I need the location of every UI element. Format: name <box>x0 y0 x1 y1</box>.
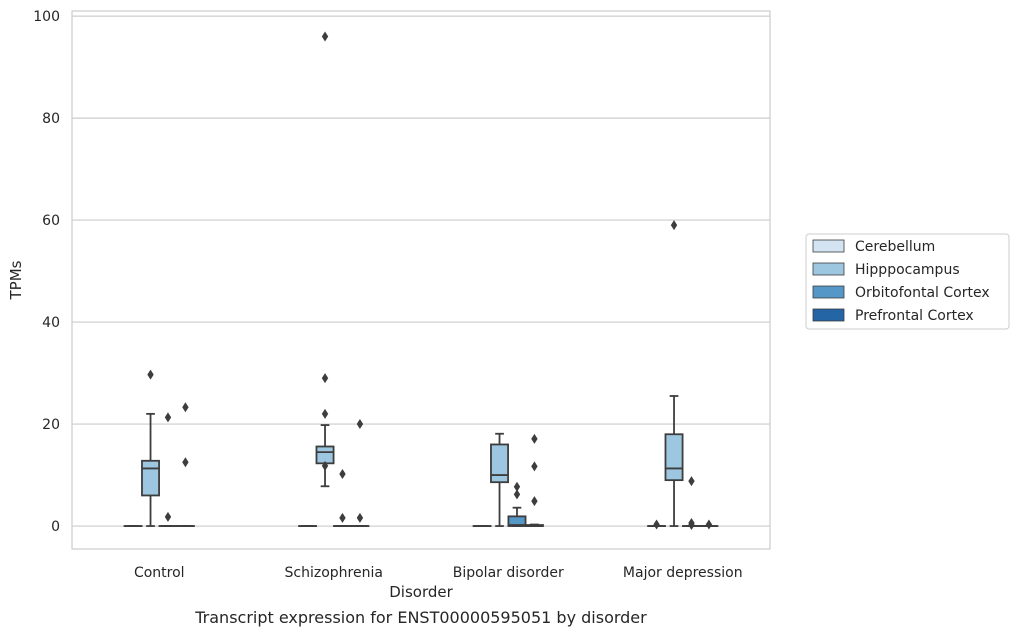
outlier-2 <box>688 520 695 531</box>
outlier-0 <box>531 433 538 444</box>
y-tick-label-60: 60 <box>42 213 60 229</box>
y-axis-ticks: 0 20 40 60 80 100 <box>33 9 60 535</box>
box-1-3 <box>664 220 684 527</box>
outlier-1 <box>356 512 364 523</box>
outlier-0 <box>164 412 172 423</box>
box-elements <box>123 31 719 531</box>
x-tick-label-1: Schizophrenia <box>285 565 383 581</box>
x-tick-label-0: Control <box>134 565 185 581</box>
box-2-1 <box>333 469 352 527</box>
box-2-2 <box>507 481 527 527</box>
box-3-0 <box>175 402 195 527</box>
box-1-0 <box>141 369 160 527</box>
outlier-0 <box>513 481 521 492</box>
x-axis-label: Disorder <box>389 583 453 601</box>
outlier-0 <box>339 469 346 480</box>
box-body <box>141 459 160 497</box>
outlier-2 <box>321 408 329 419</box>
legend-frame <box>805 233 1010 330</box>
outlier-1 <box>339 512 346 523</box>
outlier-2 <box>531 496 538 507</box>
x-axis-ticks: Control Schizophrenia Bipolar disorder Majo… <box>134 565 743 581</box>
legend-swatch-2 <box>812 285 845 299</box>
box-3-2 <box>524 433 544 527</box>
outlier-0 <box>705 519 713 530</box>
outlier-0 <box>182 402 189 413</box>
x-tick-label-3: Major depression <box>623 565 743 581</box>
box-1-2 <box>490 432 509 527</box>
box-body <box>664 433 684 482</box>
legend-label-2: Orbitofontal Cortex <box>855 285 990 301</box>
outlier-1 <box>321 373 329 384</box>
chart-caption: Transcript expression for ENST0000059505… <box>194 608 647 627</box>
legend-label-3: Prefrontal Cortex <box>855 308 974 324</box>
outlier-0 <box>356 419 364 430</box>
box-1-1 <box>315 31 335 488</box>
legend-swatch-3 <box>812 308 845 322</box>
legend: Cerebellum Hipppocampus Orbitofontal Corte… <box>805 233 1010 330</box>
outlier-0 <box>653 519 660 530</box>
outlier-1 <box>164 511 172 522</box>
outlier-0 <box>688 476 695 487</box>
outlier-1 <box>513 489 521 500</box>
outlier-1 <box>182 457 189 468</box>
outlier-0 <box>147 369 154 380</box>
y-tick-label-20: 20 <box>42 417 60 433</box>
x-tick-label-2: Bipolar disorder <box>453 565 564 581</box>
y-tick-label-0: 0 <box>51 519 60 535</box>
box-3-1 <box>350 419 370 527</box>
outlier-0 <box>321 31 329 42</box>
box-body <box>315 445 335 465</box>
outlier-0 <box>670 220 678 231</box>
legend-label-1: Hipppocampus <box>855 262 960 278</box>
y-tick-label-40: 40 <box>42 315 60 331</box>
box-2-0 <box>158 412 178 527</box>
plot-frame <box>71 10 771 550</box>
box-body <box>507 515 527 527</box>
box-0-3 <box>647 519 667 530</box>
box-3-3 <box>699 519 719 530</box>
y-axis-label: TPMs <box>7 260 25 300</box>
outlier-1 <box>531 461 538 472</box>
legend-swatch-1 <box>812 262 845 276</box>
y-tick-label-100: 100 <box>33 9 60 25</box>
box-2-3 <box>682 476 701 531</box>
box-body <box>490 443 509 484</box>
legend-label-0: Cerebellum <box>855 239 935 255</box>
y-tick-label-80: 80 <box>42 111 60 127</box>
outlier-3 <box>321 460 329 471</box>
legend-swatch-0 <box>812 239 845 253</box>
